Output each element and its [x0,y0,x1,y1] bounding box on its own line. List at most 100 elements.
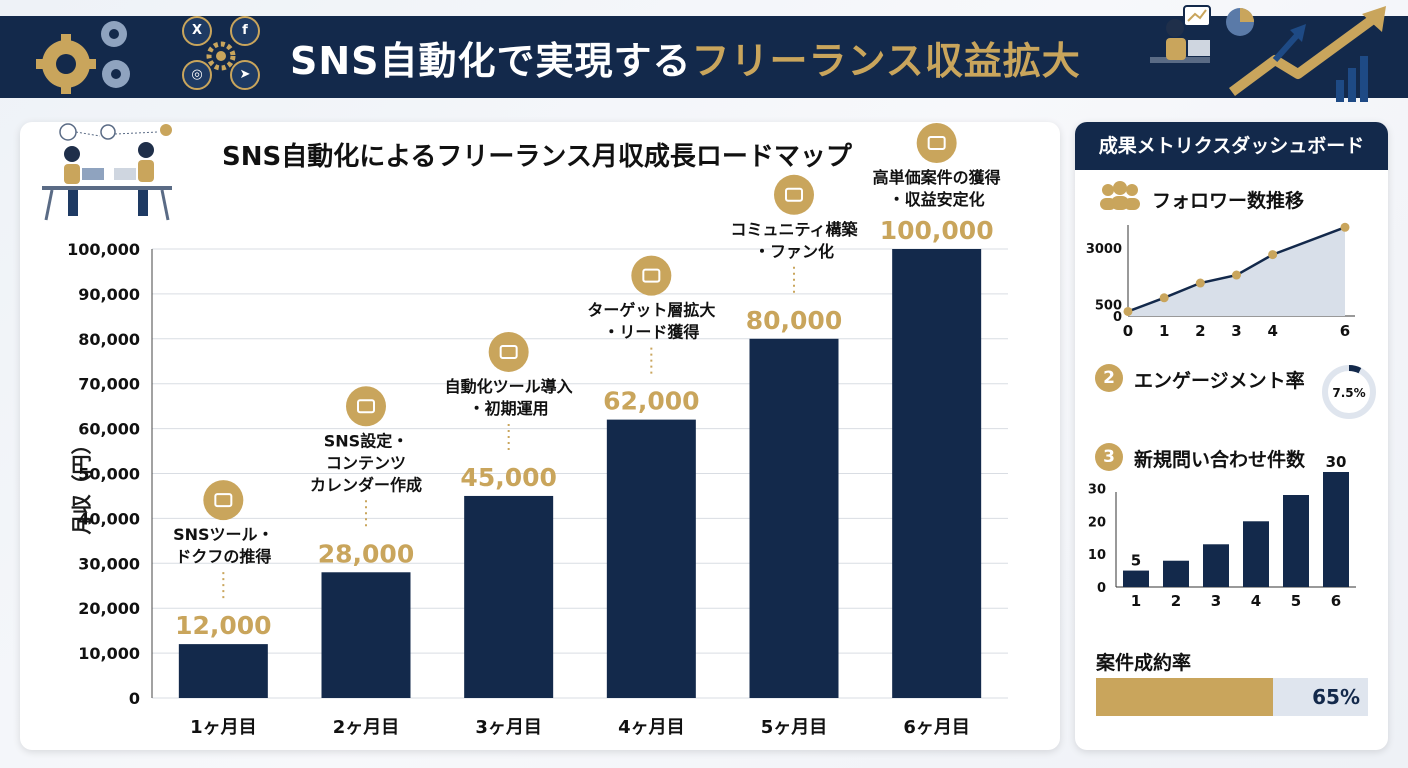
y-tick-label: 40,000 [78,509,140,528]
bar [892,249,982,698]
milestone-annotation: SNS設定・ [324,431,408,450]
followers-y-tick: 3000 [1086,242,1122,257]
icon-circle [346,386,386,427]
icon-circle [488,331,529,372]
followers-point [1123,306,1133,316]
icon-glyph [785,187,803,202]
document-icon [346,386,386,427]
followers-point [1340,222,1350,232]
page-title-part1: SNS自動化で実現する [290,39,692,83]
icon-circle [916,123,957,163]
team-illustration-icon [42,123,172,221]
milestone-annotation: ・収益安定化 [889,190,985,209]
followers-icon [1100,181,1140,210]
icon-glyph [927,136,946,150]
inquiries-bar [1243,521,1269,587]
community-icon [774,174,814,215]
inquiries-x-tick: 5 [1291,592,1301,610]
dashboard-panel: 成果メトリクスダッシュボード [1075,122,1388,750]
followers-x-tick: 1 [1159,322,1169,340]
instagram-icon: ◎ [182,60,212,90]
milestone-annotation: 自動化ツール導入 [445,377,573,396]
money-icon [916,123,957,163]
inquiries-y-tick: 0 [1097,581,1106,596]
inquiries-title: 新規問い合わせ件数 [1134,449,1306,471]
inquiries-x-tick: 3 [1211,592,1221,610]
icon-glyph [499,344,518,359]
facebook-icon: f [230,16,260,46]
icon-circle [631,255,672,296]
icon-glyph [642,268,661,283]
milestone-annotation: 高単価案件の獲得 [873,168,1001,187]
inquiries-value-label: 30 [1326,453,1347,471]
followers-point [1232,270,1241,280]
bar-value-label: 12,000 [175,611,271,640]
close-rate-title: 案件成約率 [1096,652,1192,674]
milestone-annotation: ・初期運用 [469,399,549,418]
y-tick-label: 90,000 [78,285,140,304]
inquiries-x-tick: 1 [1131,592,1141,610]
y-tick-label: 60,000 [78,420,140,439]
inquiries-y-tick: 30 [1088,482,1106,497]
inquiries-value-label: 5 [1131,552,1141,570]
bar [606,419,696,698]
close-rate-bar: 65% [1096,678,1368,716]
icon-circle [774,174,814,215]
milestone-annotation: カレンダー作成 [310,475,422,494]
inquiries-bar [1323,472,1349,587]
engagement-title: エンゲージメント率 [1134,370,1305,392]
followers-x-tick: 6 [1340,322,1350,340]
y-tick-label: 100,000 [67,240,140,259]
inquiries-bar [1123,570,1149,587]
roadmap-chart-title: SNS自動化によるフリーランス月収成長ロードマップ [222,142,852,172]
x-tick-label: 5ヶ月目 [761,717,828,738]
followers-title: フォロワー数推移 [1152,190,1305,212]
followers-y-tick: 500 [1095,299,1122,314]
center-gear-icon [206,41,236,71]
y-tick-label: 70,000 [78,375,140,394]
milestone-annotation: コンテンツ [326,453,406,472]
engagement-number-badge: 2 [1095,364,1123,392]
bar-value-label: 28,000 [318,539,414,568]
bar-value-label: 45,000 [460,463,556,492]
followers-point [1159,293,1169,303]
page-title: SNS自動化で実現するフリーランス収益拡大 [290,30,1081,85]
bar [178,644,268,698]
followers-point [1195,278,1205,288]
engagement-value: 7.5% [1332,386,1365,400]
tools-icon [488,331,529,372]
y-tick-label: 30,000 [78,554,140,573]
y-tick-label: 20,000 [78,599,140,618]
milestone-annotation: コミュニティ構築 [730,220,858,239]
chart-icon [203,480,244,521]
inquiries-x-tick: 6 [1331,592,1341,610]
y-tick-label: 80,000 [78,330,140,349]
milestone-annotation: ドクフの推得 [175,547,271,566]
inquiries-bar [1283,495,1309,587]
gears-icon [36,21,130,94]
x-tick-label: 6ヶ月目 [903,717,970,738]
analytics-icon [631,255,672,296]
milestone-annotation: SNSツール・ [173,525,273,544]
icon-glyph [357,399,375,414]
inquiries-y-tick: 10 [1088,548,1106,563]
followers-point [1268,250,1278,260]
close-rate-value: 65% [1312,685,1360,709]
y-tick-label: 0 [129,689,140,708]
page-title-part2: フリーランス収益拡大 [691,39,1081,83]
followers-x-tick: 2 [1195,322,1205,340]
icon-glyph [214,493,233,508]
x-tick-label: 2ヶ月目 [333,717,400,738]
header-banner: X f ◎ ➤ SNS自動化で実現するフリーランス収益拡大 [0,5,1408,102]
bar-value-label: 80,000 [746,306,842,335]
x-tick-label: 1ヶ月目 [190,717,257,738]
growth-illustration-icon [1150,5,1386,102]
followers-line [1127,226,1346,313]
x-icon: X [182,16,212,46]
icon-circle [203,480,244,521]
inquiries-number-badge: 3 [1095,443,1123,471]
inquiries-x-tick: 4 [1251,592,1261,610]
x-tick-label: 3ヶ月目 [475,717,542,738]
